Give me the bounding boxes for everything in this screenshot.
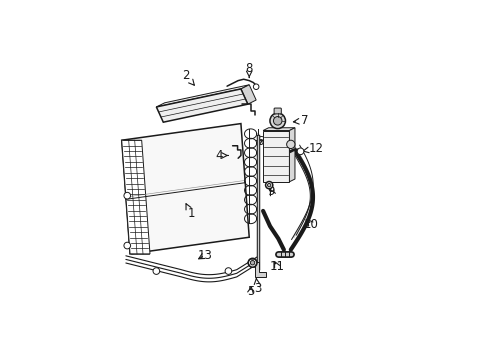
Polygon shape: [241, 85, 256, 104]
Polygon shape: [122, 123, 249, 254]
Text: 11: 11: [269, 260, 284, 273]
Polygon shape: [289, 128, 294, 182]
Text: 12: 12: [302, 142, 323, 155]
Circle shape: [273, 117, 282, 125]
Text: 2: 2: [182, 68, 194, 85]
Polygon shape: [255, 262, 265, 278]
Text: 3: 3: [253, 279, 261, 295]
Circle shape: [297, 148, 303, 155]
Text: 6: 6: [256, 135, 264, 148]
Circle shape: [123, 242, 130, 249]
Polygon shape: [263, 128, 294, 131]
Text: 8: 8: [245, 62, 252, 77]
Text: 10: 10: [304, 218, 318, 231]
Text: 9: 9: [267, 185, 275, 198]
Text: 1: 1: [185, 204, 194, 220]
Circle shape: [286, 140, 294, 149]
Text: 5: 5: [246, 285, 254, 298]
Circle shape: [250, 261, 254, 265]
Polygon shape: [156, 89, 247, 122]
Text: 4: 4: [215, 149, 227, 162]
Polygon shape: [122, 140, 150, 254]
Circle shape: [253, 84, 259, 90]
Text: 7: 7: [293, 114, 308, 127]
Circle shape: [269, 113, 285, 129]
Polygon shape: [156, 85, 249, 107]
Circle shape: [247, 258, 257, 267]
Circle shape: [153, 268, 160, 274]
Circle shape: [267, 184, 270, 187]
Circle shape: [265, 181, 272, 189]
Circle shape: [123, 192, 130, 199]
Text: 13: 13: [197, 249, 212, 262]
FancyBboxPatch shape: [274, 108, 281, 114]
Circle shape: [224, 268, 231, 274]
Polygon shape: [263, 131, 289, 182]
